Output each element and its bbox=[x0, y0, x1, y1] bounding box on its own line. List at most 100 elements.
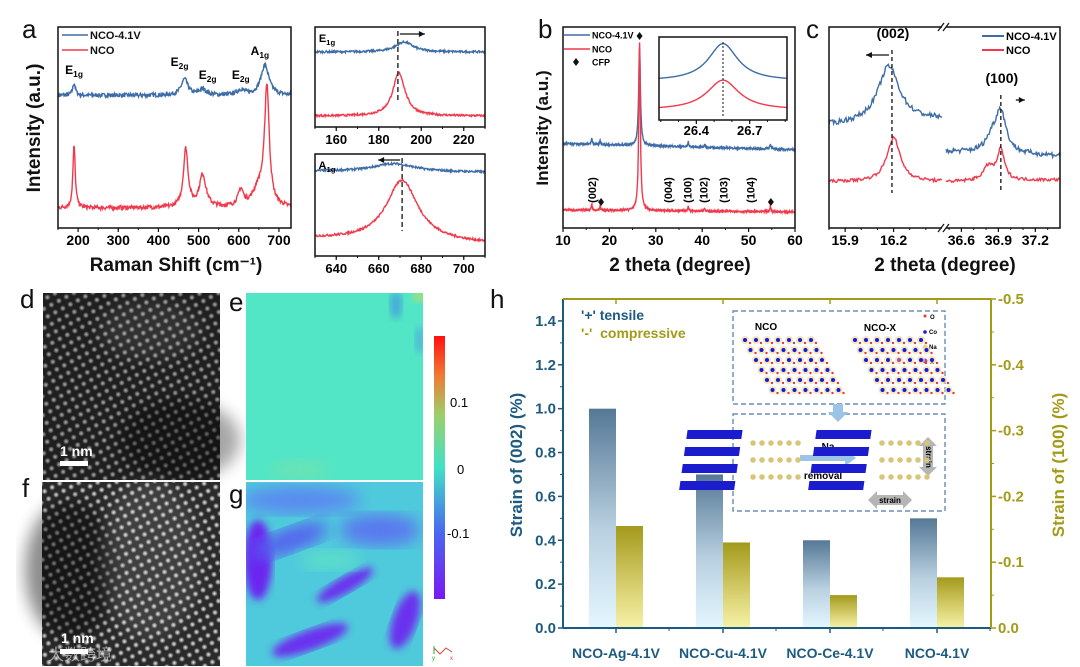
panel-label-e: e bbox=[229, 287, 243, 317]
scale-bar-label: 1 nm bbox=[60, 443, 93, 459]
removal-label: removal bbox=[804, 471, 843, 482]
x-tick-label: 700 bbox=[453, 261, 475, 276]
series-line-nco-4v bbox=[314, 39, 486, 56]
x-tick-label: 15.9 bbox=[832, 232, 859, 248]
plot-frame bbox=[314, 26, 486, 128]
atom-o bbox=[836, 381, 840, 385]
atom-o bbox=[935, 381, 939, 385]
x-tick-label: 36.9 bbox=[985, 232, 1012, 248]
crystal-side-view bbox=[679, 430, 801, 490]
atom-na bbox=[888, 457, 894, 463]
panel-label-d: d bbox=[20, 284, 34, 314]
atom-co bbox=[902, 348, 907, 352]
atom-co bbox=[913, 388, 918, 392]
x-tick-label: 600 bbox=[227, 232, 251, 248]
bar-strain-002 bbox=[803, 540, 830, 628]
atom-o bbox=[814, 381, 818, 385]
arrow-head-icon bbox=[418, 31, 425, 37]
atom-co bbox=[913, 348, 918, 352]
atom-co bbox=[919, 338, 923, 342]
atom-co bbox=[875, 358, 879, 362]
atom-o bbox=[792, 361, 796, 365]
structure-label-nco-x: NCO-X bbox=[864, 323, 897, 334]
left-tick-label: 0.8 bbox=[535, 445, 556, 462]
category-label: NCO-4.1V bbox=[905, 645, 970, 661]
atom-co bbox=[776, 378, 780, 382]
strain-label-vertical: strain bbox=[924, 446, 933, 468]
plot-frame bbox=[828, 26, 1061, 229]
panel-label-b: b bbox=[538, 14, 552, 44]
cfp-diamond-icon bbox=[636, 32, 643, 40]
atom-co bbox=[798, 378, 802, 382]
label-subscript: 2g bbox=[207, 74, 217, 84]
left-tick-label: 0.4 bbox=[535, 532, 557, 549]
atom-o bbox=[941, 391, 944, 395]
atom-o bbox=[765, 351, 768, 355]
atom-o bbox=[776, 391, 779, 395]
coo2-layer bbox=[815, 430, 872, 439]
atom-co bbox=[919, 358, 923, 362]
hkl-label: (100) bbox=[985, 70, 1018, 86]
x-tick-label: 30 bbox=[648, 232, 664, 248]
atom-na bbox=[777, 457, 783, 463]
x-tick-label: 26.4 bbox=[684, 123, 710, 138]
atom-o bbox=[886, 371, 889, 375]
coo2-layer bbox=[679, 481, 736, 490]
label-subscript: 1g bbox=[326, 165, 335, 174]
atom-co bbox=[809, 358, 813, 362]
atom-co bbox=[787, 378, 791, 382]
series-line-nco-4v bbox=[57, 61, 292, 100]
panel-label-f: f bbox=[22, 473, 30, 503]
atom-o bbox=[875, 351, 878, 355]
atom-o bbox=[765, 371, 768, 375]
coo2-layer bbox=[683, 447, 741, 456]
raman-main-plot: Intensity (a.u.) Raman Shift (cm⁻¹) NCO-… bbox=[24, 26, 292, 276]
strain-map-e bbox=[246, 293, 423, 480]
colorbar-gradient bbox=[434, 336, 445, 599]
atom-co bbox=[781, 388, 786, 392]
atom-co bbox=[820, 378, 824, 382]
x-tick-label: 660 bbox=[368, 261, 390, 276]
atom-co bbox=[759, 368, 764, 372]
colorbar-tick-label: -0.1 bbox=[447, 526, 469, 541]
coo2-layer bbox=[808, 481, 865, 490]
arrow-head-icon bbox=[1018, 97, 1025, 103]
atom-co bbox=[754, 358, 758, 362]
x-tick-label: 400 bbox=[147, 232, 171, 248]
atom-o bbox=[902, 381, 906, 385]
atom-o bbox=[897, 371, 900, 375]
atom-co bbox=[908, 358, 912, 362]
atom-o bbox=[913, 341, 917, 345]
bar-strain-100 bbox=[723, 542, 750, 628]
label-base: A bbox=[251, 44, 260, 58]
coo2-layer bbox=[686, 430, 743, 439]
atom-o bbox=[781, 381, 785, 385]
hkl-label: (004) bbox=[663, 177, 675, 203]
scale-bar-label: 1 nm bbox=[61, 630, 94, 646]
atom-o bbox=[803, 341, 807, 345]
atom-co bbox=[776, 358, 780, 362]
atom-o bbox=[952, 391, 955, 395]
series-line-nco-4v bbox=[828, 63, 943, 127]
axis-break-icon bbox=[937, 22, 950, 32]
atom-na bbox=[915, 440, 921, 446]
left-tick-label: 1.2 bbox=[535, 357, 556, 374]
atom-o bbox=[798, 371, 801, 375]
atom-co bbox=[825, 368, 830, 372]
xrd-zoom-plot: 2 theta (degree) NCO-4.1V NCO 15.9 16.2 36… bbox=[828, 22, 1061, 276]
atom-co bbox=[743, 338, 747, 342]
structure-label-nco: NCO bbox=[755, 322, 777, 333]
atom-o bbox=[858, 341, 862, 345]
inset-mode-label: A1g bbox=[319, 160, 336, 174]
x-axis-label: Raman Shift (cm⁻¹) bbox=[90, 255, 263, 276]
atom-o bbox=[787, 391, 790, 395]
atom-o bbox=[825, 361, 829, 365]
x-tick-label: 36.6 bbox=[948, 232, 975, 248]
atom-co bbox=[787, 358, 791, 362]
label-base: E bbox=[65, 63, 73, 77]
atom-co bbox=[891, 368, 896, 372]
atom-o bbox=[770, 381, 774, 385]
atom-co bbox=[765, 358, 769, 362]
label-base: E bbox=[319, 33, 326, 45]
cfp-diamond-icon bbox=[767, 198, 774, 206]
